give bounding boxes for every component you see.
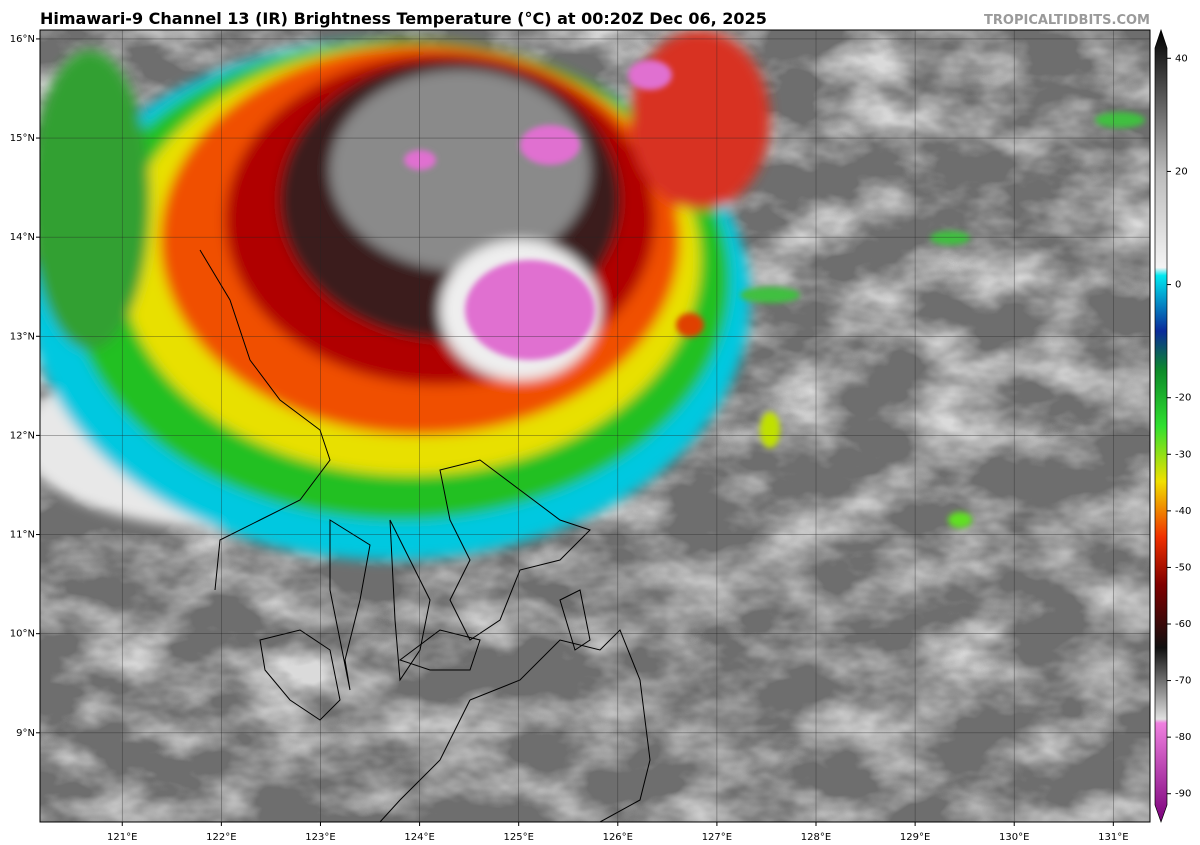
lat-label: 13°N: [10, 331, 35, 342]
colorbar-label: -70: [1175, 676, 1191, 687]
lat-label: 14°N: [10, 232, 35, 243]
lon-label: 129°E: [900, 832, 930, 843]
colorbar-label: -80: [1175, 732, 1191, 743]
satellite-image: [40, 30, 1150, 822]
lat-label: 11°N: [10, 530, 35, 541]
colorbar-label: -30: [1175, 449, 1191, 460]
title: Himawari-9 Channel 13 (IR) Brightness Te…: [40, 9, 767, 28]
lon-label: 126°E: [603, 832, 633, 843]
colorbar-label: -60: [1175, 619, 1191, 630]
lon-label: 122°E: [206, 832, 236, 843]
credit: TROPICALTIDBITS.COM: [984, 13, 1150, 28]
lat-label: 12°N: [10, 430, 35, 441]
lon-label: 124°E: [404, 832, 434, 843]
lat-label: 10°N: [10, 629, 35, 640]
colorbar-label: -90: [1175, 789, 1191, 800]
lon-label: 121°E: [107, 832, 137, 843]
lon-label: 131°E: [1098, 832, 1128, 843]
lon-label: 127°E: [702, 832, 732, 843]
lat-label: 15°N: [10, 133, 35, 144]
coastlines: [199, 249, 651, 822]
colorbar-label: -40: [1175, 506, 1191, 517]
colorbar-label: 0: [1175, 280, 1181, 291]
lon-label: 128°E: [801, 832, 831, 843]
map-frame: [39, 29, 1151, 823]
lon-label: 123°E: [305, 832, 335, 843]
colorbar-label: 40: [1175, 53, 1188, 64]
lat-label: 9°N: [16, 728, 35, 739]
colorbar: [1154, 28, 1168, 824]
colorbar-label: 20: [1175, 166, 1188, 177]
colorbar-label: -20: [1175, 393, 1191, 404]
lon-label: 125°E: [503, 832, 533, 843]
colorbar-label: -50: [1175, 562, 1191, 573]
lon-label: 130°E: [999, 832, 1029, 843]
lat-label: 16°N: [10, 34, 35, 45]
